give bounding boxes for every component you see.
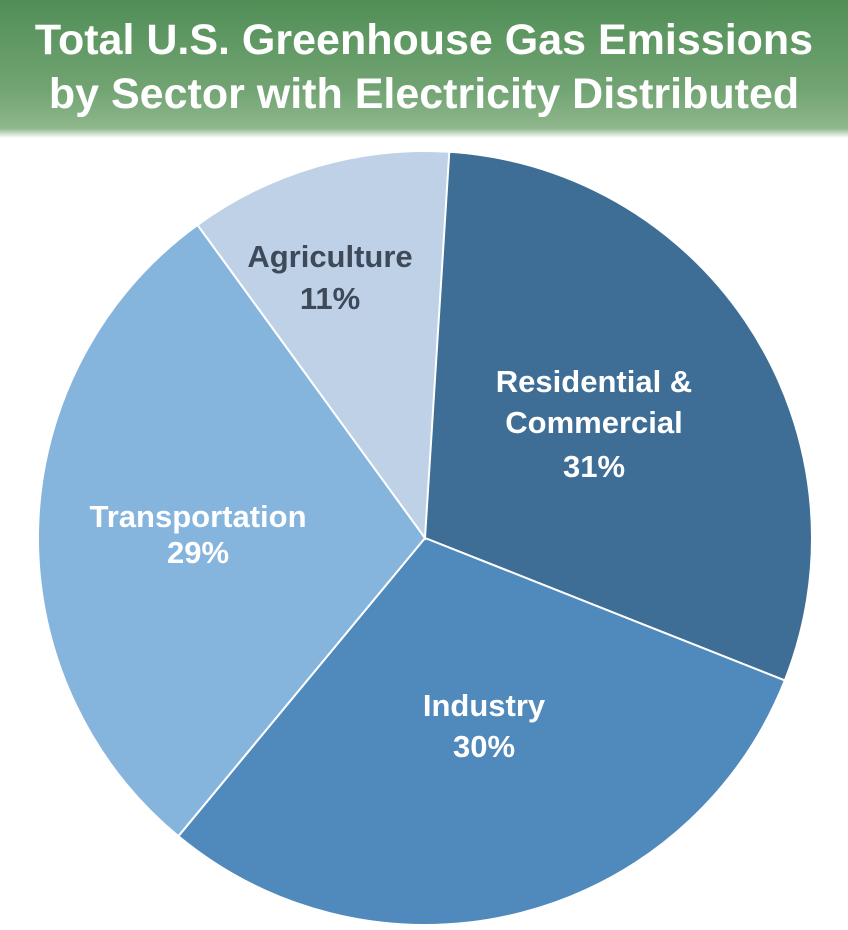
svg-text:11%: 11% [300,281,360,316]
svg-text:Industry: Industry [423,688,546,723]
svg-text:Commercial: Commercial [505,405,682,440]
svg-text:29%: 29% [167,535,229,570]
svg-text:30%: 30% [453,729,515,764]
svg-text:31%: 31% [563,449,625,484]
svg-text:Agriculture: Agriculture [247,239,412,274]
svg-text:Residential &: Residential & [496,364,692,399]
svg-text:Transportation: Transportation [89,499,306,534]
